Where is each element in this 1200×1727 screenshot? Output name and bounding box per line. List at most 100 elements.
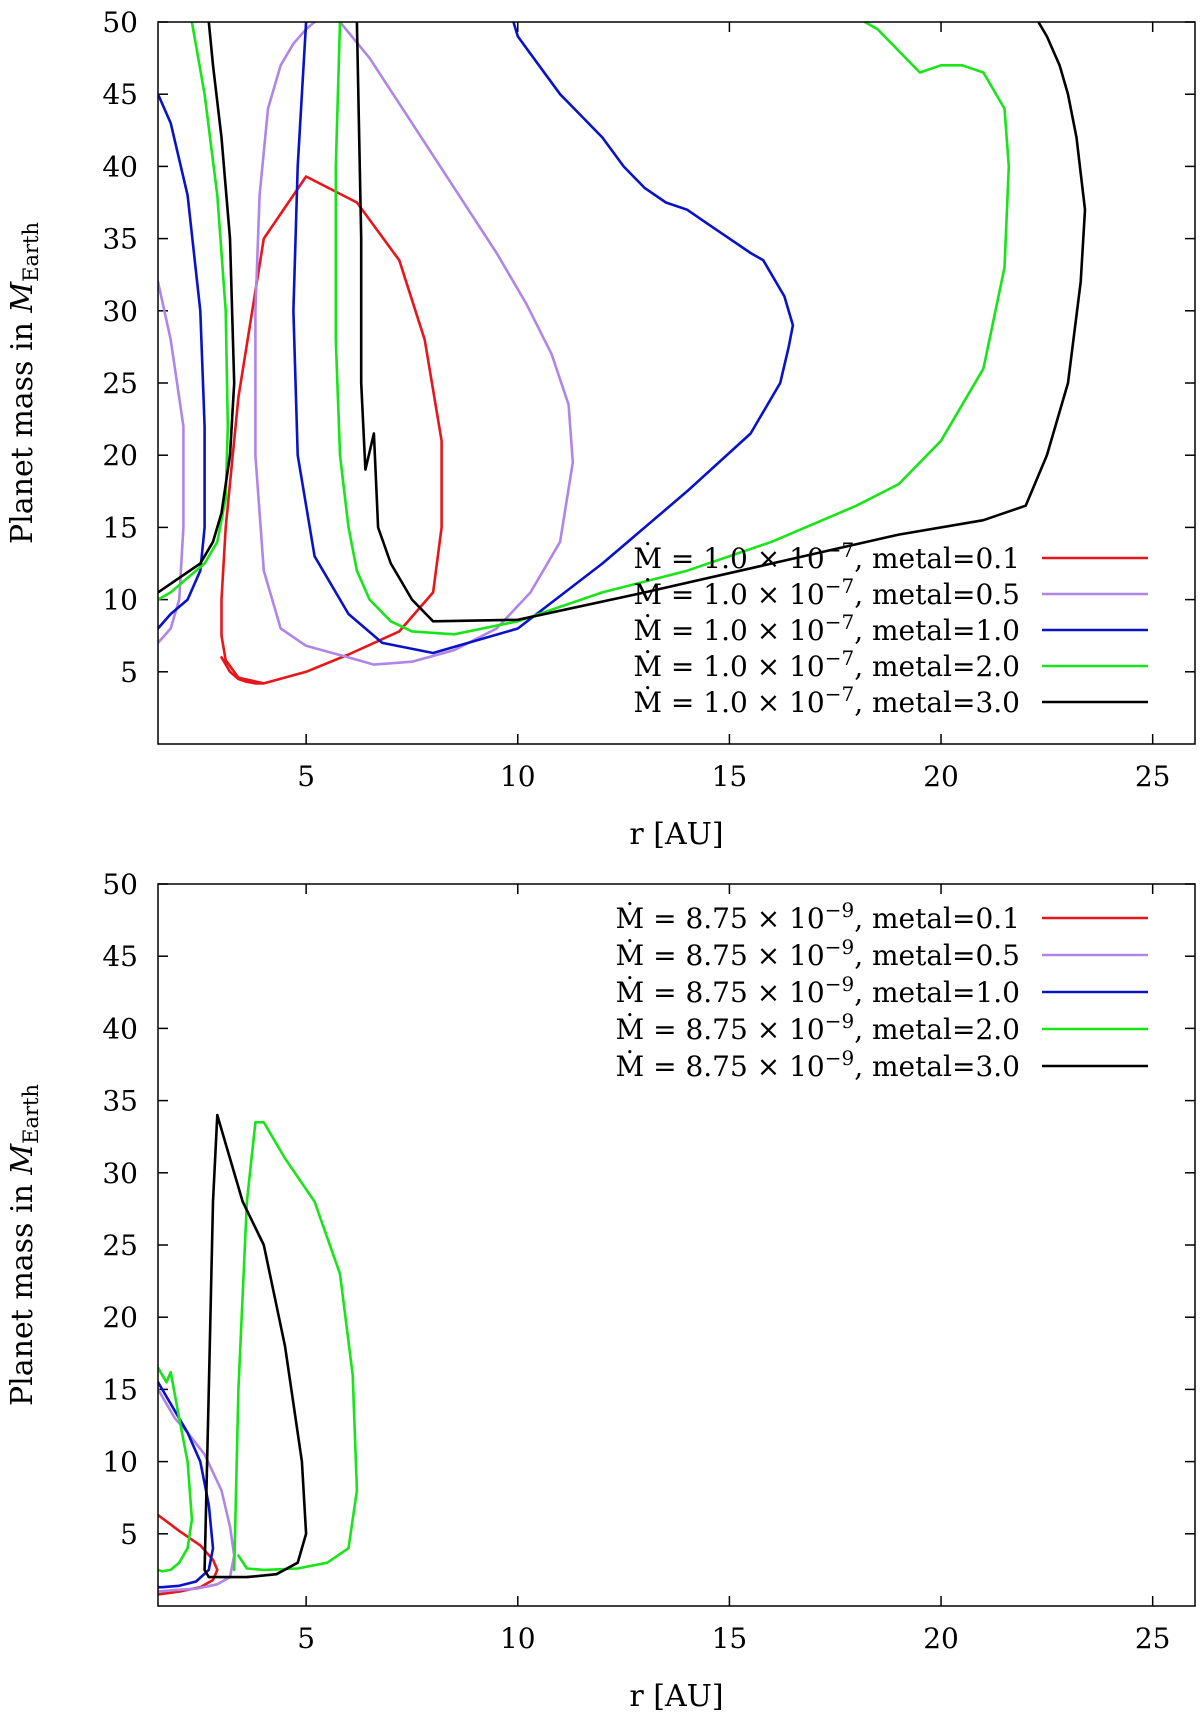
y-tick-label: 40 — [102, 150, 138, 183]
legend-suffix: , metal=1.0 — [854, 976, 1020, 1009]
legend-prefix: Ṁ = 1.0 × 10 — [633, 542, 824, 575]
legend-suffix: , metal=3.0 — [854, 686, 1020, 719]
y-tick-label: 40 — [102, 1012, 138, 1045]
series-line — [292, 22, 795, 655]
y-tick-label: 20 — [102, 1301, 138, 1334]
series-line — [158, 92, 206, 630]
x-tick-label: 25 — [1135, 1622, 1171, 1655]
chart-panel-bottom: 5 10 15 20 25 5 10 15 20 25 30 35 40 45 50 r [AU] Planet… — [5, 868, 1196, 1714]
x-axis-label: r [AU] — [629, 817, 723, 852]
y-tick-label: 10 — [102, 584, 138, 617]
legend-prefix: Ṁ = 1.0 × 10 — [633, 650, 824, 683]
legend-entry-label: Ṁ = 8.75 × 10−9, metal=3.0 — [616, 1046, 1020, 1083]
legend-entry-label: Ṁ = 8.75 × 10−9, metal=1.0 — [616, 972, 1020, 1009]
legend-exponent: −9 — [825, 1046, 854, 1070]
plot-frame — [157, 21, 1196, 745]
x-tick-label: 20 — [923, 1622, 959, 1655]
legend-exponent: −9 — [825, 898, 854, 922]
legend-exponent: −7 — [825, 610, 854, 634]
series-line — [203, 1113, 308, 1579]
y-tick-label: 45 — [102, 78, 138, 111]
y-tick-label: 15 — [102, 511, 138, 544]
x-tick-label: 15 — [712, 1622, 748, 1655]
y-axis-label-subscript: Earth — [19, 1084, 43, 1144]
legend-exponent: −7 — [825, 538, 854, 562]
y-tick-label: 35 — [102, 1085, 138, 1118]
y-tick-label: 5 — [120, 1518, 138, 1551]
series-line — [220, 175, 443, 685]
legend-entry-label: Ṁ = 1.0 × 10−7, metal=1.0 — [633, 610, 1020, 647]
x-axis-label: r [AU] — [629, 1679, 723, 1714]
y-tick-label: 50 — [102, 868, 138, 901]
x-tick-label: 5 — [297, 760, 315, 793]
y-tick-label: 5 — [120, 656, 138, 689]
legend-entry-label: Ṁ = 1.0 × 10−7, metal=0.5 — [633, 574, 1020, 611]
series-line — [158, 1380, 215, 1589]
series-line — [254, 22, 575, 666]
legend-prefix: Ṁ = 1.0 × 10 — [633, 614, 824, 647]
plot-frame — [157, 883, 1196, 1607]
legend-prefix: Ṁ = 1.0 × 10 — [633, 686, 824, 719]
legend-prefix: Ṁ = 8.75 × 10 — [616, 902, 825, 935]
y-axis-label-text: Planet mass in — [5, 313, 40, 544]
series-group — [158, 22, 1087, 685]
y-tick-label: 30 — [102, 1157, 138, 1190]
y-tick-label: 30 — [102, 295, 138, 328]
series-line — [232, 1121, 359, 1572]
y-tick-label: 15 — [102, 1373, 138, 1406]
legend: Ṁ = 8.75 × 10−9, metal=0.1Ṁ = 8.75 × 10−… — [616, 898, 1148, 1083]
series-line — [158, 22, 230, 601]
legend-exponent: −7 — [825, 682, 854, 706]
y-axis-label-symbol: M — [5, 1143, 40, 1176]
series-line — [158, 280, 185, 645]
legend-prefix: Ṁ = 8.75 × 10 — [616, 939, 825, 972]
legend-suffix: , metal=0.1 — [854, 542, 1020, 575]
legend-suffix: , metal=0.5 — [854, 578, 1020, 611]
series-line — [334, 22, 1011, 636]
y-axis-label-subscript: Earth — [19, 222, 43, 282]
legend-prefix: Ṁ = 1.0 × 10 — [633, 578, 824, 611]
legend-entry-label: Ṁ = 8.75 × 10−9, metal=0.1 — [616, 898, 1020, 935]
x-tick-label: 5 — [297, 1622, 315, 1655]
legend-prefix: Ṁ = 8.75 × 10 — [616, 1013, 825, 1046]
x-tick-label: 10 — [500, 760, 536, 793]
y-tick-label: 10 — [102, 1446, 138, 1479]
legend-prefix: Ṁ = 8.75 × 10 — [616, 976, 825, 1009]
legend-entry-label: Ṁ = 1.0 × 10−7, metal=2.0 — [633, 646, 1020, 683]
y-tick-label: 25 — [102, 367, 138, 400]
legend-exponent: −9 — [825, 972, 854, 996]
legend-entry-label: Ṁ = 8.75 × 10−9, metal=2.0 — [616, 1009, 1020, 1046]
x-tick-label: 10 — [500, 1622, 536, 1655]
x-tick-label: 25 — [1135, 760, 1171, 793]
y-tick-label: 45 — [102, 940, 138, 973]
y-tick-label: 25 — [102, 1229, 138, 1262]
legend-exponent: −9 — [825, 1009, 854, 1033]
legend-suffix: , metal=2.0 — [854, 650, 1020, 683]
legend-exponent: −7 — [825, 574, 854, 598]
series-line — [355, 22, 1087, 623]
y-axis-label-text: Planet mass in — [5, 1175, 40, 1406]
x-tick-label: 20 — [923, 760, 959, 793]
x-tick-label: 15 — [712, 760, 748, 793]
legend-suffix: , metal=0.1 — [854, 902, 1020, 935]
legend-suffix: , metal=2.0 — [854, 1013, 1020, 1046]
series-line — [158, 1366, 194, 1573]
y-axis-label: Planet mass in MEarth — [5, 1084, 43, 1406]
series-line — [158, 22, 236, 594]
legend-exponent: −7 — [825, 646, 854, 670]
legend-suffix: , metal=1.0 — [854, 614, 1020, 647]
legend-entry-label: Ṁ = 1.0 × 10−7, metal=3.0 — [633, 682, 1020, 719]
y-tick-label: 50 — [102, 6, 138, 39]
y-axis-label-symbol: M — [5, 281, 40, 314]
y-axis-label: Planet mass in MEarth — [5, 222, 43, 544]
legend-suffix: , metal=3.0 — [854, 1050, 1020, 1083]
y-tick-label: 20 — [102, 439, 138, 472]
y-tick-label: 35 — [102, 223, 138, 256]
legend-entry-label: Ṁ = 1.0 × 10−7, metal=0.1 — [633, 538, 1020, 575]
legend-entry-label: Ṁ = 8.75 × 10−9, metal=0.5 — [616, 935, 1020, 972]
legend: Ṁ = 1.0 × 10−7, metal=0.1Ṁ = 1.0 × 10−7,… — [633, 538, 1148, 719]
series-group — [158, 1113, 359, 1596]
legend-prefix: Ṁ = 8.75 × 10 — [616, 1050, 825, 1083]
legend-exponent: −9 — [825, 935, 854, 959]
